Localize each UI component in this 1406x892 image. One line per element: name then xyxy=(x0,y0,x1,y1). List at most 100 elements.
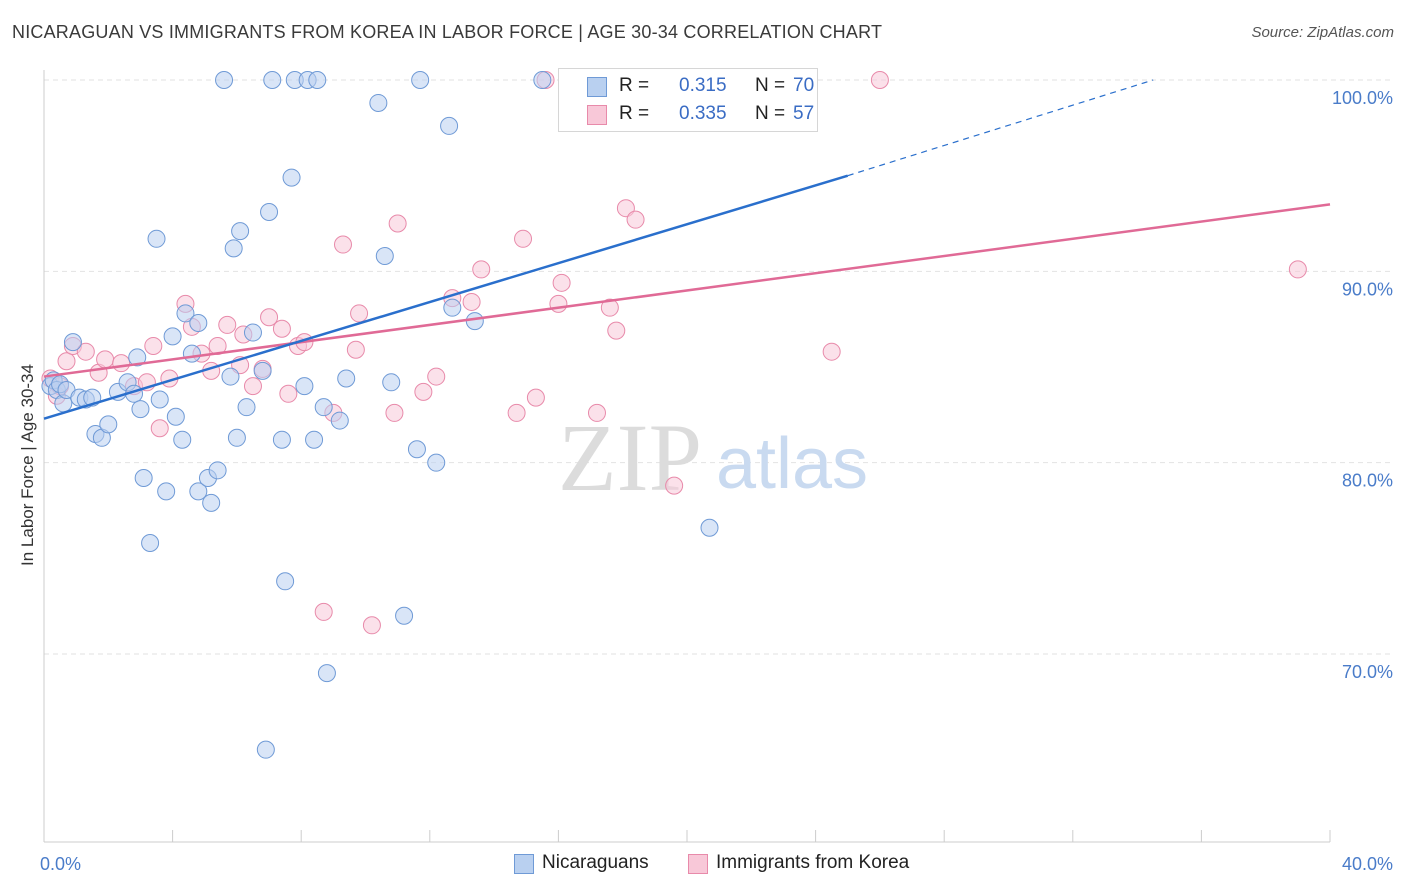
y-tick-label: 80.0% xyxy=(1342,471,1393,491)
n-value: 70 xyxy=(793,75,815,96)
r-label: R = xyxy=(619,75,650,96)
chart-title: NICARAGUAN VS IMMIGRANTS FROM KOREA IN L… xyxy=(12,22,883,42)
point-immigrants-from-korea xyxy=(507,403,526,422)
point-nicaraguans xyxy=(382,373,401,392)
point-nicaraguans xyxy=(465,312,484,331)
point-immigrants-from-korea xyxy=(76,342,95,361)
legend-swatch-pink xyxy=(688,854,708,874)
legend-label: Nicaraguans xyxy=(542,852,649,873)
point-immigrants-from-korea xyxy=(427,367,446,386)
point-immigrants-from-korea xyxy=(462,292,481,311)
point-nicaraguans xyxy=(157,482,176,501)
point-nicaraguans xyxy=(141,534,160,553)
point-nicaraguans xyxy=(134,468,153,487)
point-immigrants-from-korea xyxy=(362,616,381,635)
point-immigrants-from-korea xyxy=(514,229,533,248)
point-nicaraguans xyxy=(440,116,459,135)
point-nicaraguans xyxy=(533,71,552,89)
point-immigrants-from-korea xyxy=(260,308,279,327)
point-nicaraguans xyxy=(243,323,262,342)
point-immigrants-from-korea xyxy=(96,350,115,369)
watermark-zip: ZIP xyxy=(558,404,702,511)
trend-line-korea xyxy=(43,203,1331,378)
point-nicaraguans xyxy=(63,333,82,352)
point-nicaraguans xyxy=(295,377,314,396)
watermark-atlas: atlas xyxy=(716,424,868,504)
point-nicaraguans xyxy=(443,298,462,317)
point-nicaraguans xyxy=(276,572,295,591)
point-nicaraguans xyxy=(173,430,192,449)
point-immigrants-from-korea xyxy=(552,273,571,292)
trend-line-nicaraguans xyxy=(43,174,849,420)
point-immigrants-from-korea xyxy=(600,298,619,317)
point-immigrants-from-korea xyxy=(388,214,407,233)
point-nicaraguans xyxy=(166,407,185,426)
y-tick-label: 100.0% xyxy=(1332,88,1393,108)
correlation-legend: R = 0.315 N = 70 R = 0.335 N = 57 xyxy=(558,68,818,132)
point-nicaraguans xyxy=(308,71,327,89)
r-value: 0.335 xyxy=(679,103,727,124)
legend-swatch-blue xyxy=(587,77,607,97)
point-immigrants-from-korea xyxy=(626,210,645,229)
trend-line-nicaraguans-extension xyxy=(847,79,1154,177)
axes xyxy=(43,70,1331,843)
point-immigrants-from-korea xyxy=(314,602,333,621)
point-immigrants-from-korea xyxy=(346,340,365,359)
point-nicaraguans xyxy=(263,71,282,89)
point-nicaraguans xyxy=(337,369,356,388)
x-tick-label: 0.0% xyxy=(40,854,81,874)
point-nicaraguans xyxy=(202,493,221,512)
point-nicaraguans xyxy=(147,229,166,248)
r-label: R = xyxy=(619,103,650,124)
point-immigrants-from-korea xyxy=(112,354,131,373)
series-legend: Nicaraguans Immigrants from Korea xyxy=(0,852,1406,878)
trend-lines xyxy=(43,79,1331,420)
y-tick-label: 90.0% xyxy=(1342,279,1393,299)
point-nicaraguans xyxy=(375,247,394,266)
point-immigrants-from-korea xyxy=(822,342,841,361)
r-value: 0.315 xyxy=(679,75,727,96)
point-nicaraguans xyxy=(330,411,349,430)
point-immigrants-from-korea xyxy=(472,260,491,279)
point-nicaraguans xyxy=(256,740,275,759)
point-nicaraguans xyxy=(260,203,279,222)
point-immigrants-from-korea xyxy=(279,384,298,403)
source-label: Source: ZipAtlas.com xyxy=(1251,24,1394,41)
point-nicaraguans xyxy=(208,461,227,480)
point-immigrants-from-korea xyxy=(57,352,76,371)
point-immigrants-from-korea xyxy=(350,304,369,323)
point-immigrants-from-korea xyxy=(607,321,626,340)
point-immigrants-from-korea xyxy=(243,377,262,396)
point-immigrants-from-korea xyxy=(549,294,568,313)
point-nicaraguans xyxy=(163,327,182,346)
point-immigrants-from-korea xyxy=(587,403,606,422)
watermark: ZIP atlas xyxy=(558,404,868,511)
n-label: N = xyxy=(755,103,786,124)
point-nicaraguans xyxy=(99,415,118,434)
point-nicaraguans xyxy=(176,304,195,323)
point-nicaraguans xyxy=(253,361,272,380)
point-nicaraguans xyxy=(131,400,150,419)
legend-label: Immigrants from Korea xyxy=(716,852,910,873)
point-nicaraguans xyxy=(700,518,719,537)
point-nicaraguans xyxy=(182,344,201,363)
point-nicaraguans xyxy=(224,239,243,258)
point-nicaraguans xyxy=(282,168,301,187)
point-nicaraguans xyxy=(395,606,414,625)
point-nicaraguans xyxy=(427,453,446,472)
point-immigrants-from-korea xyxy=(385,403,404,422)
point-nicaraguans xyxy=(150,390,169,409)
point-immigrants-from-korea xyxy=(665,476,684,495)
tick-labels: 70.0% 80.0% 90.0% 100.0% 0.0% 40.0% xyxy=(40,88,1393,874)
point-nicaraguans xyxy=(128,348,147,367)
legend-swatch-pink xyxy=(587,105,607,125)
legend-swatch-blue xyxy=(514,854,534,874)
point-nicaraguans xyxy=(189,482,208,501)
series-nicaraguans xyxy=(41,71,719,759)
point-nicaraguans xyxy=(369,93,388,112)
point-nicaraguans xyxy=(407,440,426,459)
point-immigrants-from-korea xyxy=(616,199,635,218)
point-nicaraguans xyxy=(231,222,250,241)
point-immigrants-from-korea xyxy=(150,419,169,438)
